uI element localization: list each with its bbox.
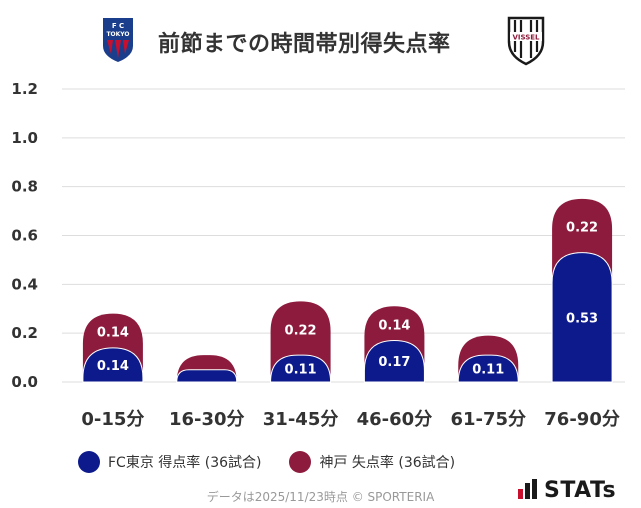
bar-fc-tokyo	[270, 354, 332, 383]
data-label-kobe: 0.22	[566, 221, 598, 236]
stats-brand-text: STATs	[544, 478, 617, 503]
chart-legend: FC東京 得点率 (36試合) 神戸 失点率 (36試合)	[78, 450, 483, 474]
svg-text:VISSEL: VISSEL	[512, 34, 540, 42]
x-tick-label: 0-15分	[81, 409, 144, 430]
data-label-fc-tokyo: 0.14	[97, 359, 129, 374]
bar-fc-tokyo	[363, 339, 425, 383]
x-tick-label: 61-75分	[450, 409, 526, 430]
data-label-fc-tokyo: 0.53	[566, 311, 598, 326]
legend-item-fc-tokyo: FC東京 得点率 (36試合)	[78, 451, 261, 473]
x-tick-label: 76-90分	[544, 409, 620, 430]
data-label-kobe: 0.14	[378, 318, 410, 333]
bar-fc-tokyo	[551, 252, 613, 383]
y-tick-label: 0.6	[11, 227, 38, 245]
y-tick-label: 0.4	[11, 275, 38, 293]
legend-swatch-kobe	[289, 451, 312, 473]
x-tick-label: 31-45分	[263, 409, 339, 430]
y-tick-label: 0.8	[11, 178, 38, 196]
bar-fc-tokyo	[82, 347, 144, 383]
legend-label-fc-tokyo: FC東京 得点率 (36試合)	[108, 455, 262, 471]
bar-fc-tokyo	[176, 369, 238, 383]
chart-header: F C TOKYO 前節までの時間帯別得失点率 VISSEL	[0, 0, 641, 80]
x-tick-label: 46-60分	[357, 409, 433, 430]
y-tick-label: 0.0	[11, 373, 38, 391]
vissel-kobe-logo-icon: VISSEL	[505, 14, 547, 70]
stats-logo-icon	[518, 478, 538, 503]
legend-swatch-fc-tokyo	[78, 451, 100, 473]
bar-chart: 1.2 1.0 0.8 0.6 0.4 0.2 0.0 0.14 0.14 0-15分 16-30分…	[11, 80, 625, 430]
legend-item-kobe: 神戸 失点率 (36試合)	[289, 451, 455, 473]
y-tick-label: 1.0	[11, 129, 38, 147]
fc-tokyo-logo-icon: F C TOKYO	[101, 16, 135, 68]
data-label-fc-tokyo: 0.11	[472, 363, 504, 378]
y-tick-label: 1.2	[11, 80, 38, 98]
y-tick-label: 0.2	[11, 324, 38, 342]
data-label-kobe: 0.14	[97, 326, 129, 341]
x-tick-label: 16-30分	[169, 409, 245, 430]
data-source-note: データは2025/11/23時点 © SPORTERIA	[206, 490, 435, 504]
page-title: 前節までの時間帯別得失点率	[158, 32, 451, 57]
stats-brand: STATs	[518, 478, 616, 503]
data-label-fc-tokyo: 0.17	[378, 355, 410, 370]
data-label-kobe: 0.22	[285, 323, 317, 338]
bar-fc-tokyo	[457, 354, 519, 383]
svg-text:F C: F C	[112, 22, 124, 30]
svg-text:TOKYO: TOKYO	[106, 31, 129, 38]
data-label-fc-tokyo: 0.11	[285, 363, 317, 378]
legend-label-kobe: 神戸 失点率 (36試合)	[319, 455, 456, 471]
